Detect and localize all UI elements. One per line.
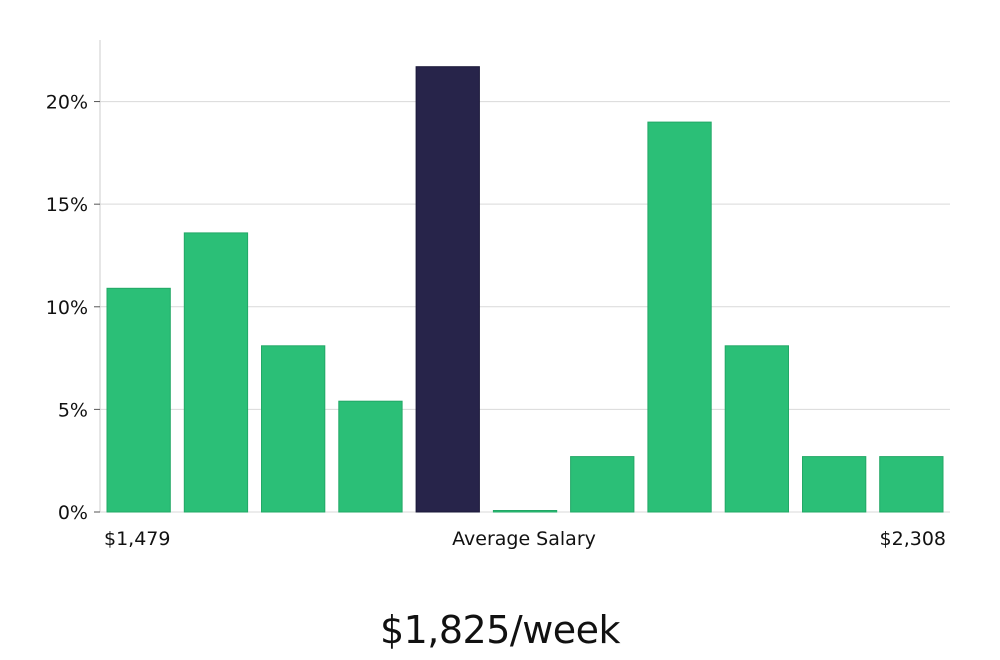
y-tick-label: 0% <box>58 502 88 524</box>
bar <box>802 456 867 513</box>
average-salary-value: $1,825/week <box>379 608 621 652</box>
bar <box>724 345 790 513</box>
x-center-label: Average Salary <box>452 528 596 550</box>
bar <box>183 232 249 513</box>
bar <box>338 400 403 513</box>
bar <box>647 121 712 513</box>
x-max-label: $2,308 <box>879 528 946 550</box>
y-tick-label: 5% <box>58 399 88 421</box>
y-tick-labels: 0% 5% 10% 15% 20% <box>46 92 88 524</box>
y-tick-label: 10% <box>46 297 88 319</box>
y-tick-label: 20% <box>46 92 88 114</box>
bar <box>879 456 944 513</box>
bars-layer <box>106 66 944 513</box>
bar <box>570 456 635 513</box>
bar <box>106 287 171 513</box>
bar <box>261 345 326 513</box>
bar <box>492 510 558 513</box>
salary-histogram: 0% 5% 10% 15% 20% <box>46 40 950 524</box>
bar-average-salary <box>415 66 480 513</box>
x-min-label: $1,479 <box>104 528 171 550</box>
y-tick-label: 15% <box>46 194 88 216</box>
